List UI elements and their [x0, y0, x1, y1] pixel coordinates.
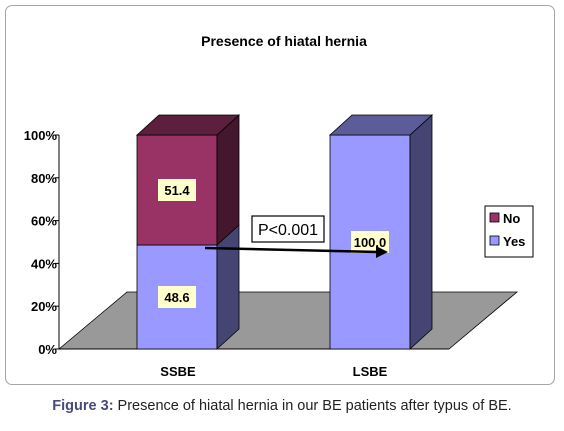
data-label-lsbe-yes: 100.0 — [354, 235, 387, 250]
legend-swatch-no — [489, 212, 500, 223]
legend-label-no: No — [503, 211, 520, 226]
bar-side-lsbe-yes — [409, 114, 433, 350]
y-tick-label: 40% — [31, 256, 57, 271]
legend-swatch-yes — [489, 235, 500, 246]
data-label-bg — [158, 178, 196, 201]
y-tick-label: 100% — [24, 128, 58, 143]
p-value-text: P<0.001 — [258, 222, 318, 239]
data-label-bg — [351, 231, 389, 253]
caption-label: Figure 3: — [52, 398, 114, 414]
data-label-ssbe-no: 51.4 — [164, 183, 190, 198]
y-tick-label: 60% — [31, 214, 57, 229]
p-value-arrow-head — [376, 246, 388, 258]
chart-title: Presence of hiatal hernia — [201, 33, 367, 49]
bar-side-ssbe-no — [216, 114, 240, 246]
figure-caption: Figure 3: Presence of hiatal hernia in o… — [0, 398, 564, 414]
chart-floor — [57, 291, 519, 350]
y-tick-label: 20% — [31, 299, 57, 314]
p-value-arrow-line — [204, 246, 379, 254]
x-tick-label-lsbe: LSBE — [353, 364, 388, 379]
bar-side-ssbe-yes — [216, 224, 240, 350]
y-tick-label: 0% — [38, 342, 57, 357]
legend-label-yes: Yes — [503, 234, 525, 249]
bar-top-lsbe — [328, 114, 434, 136]
p-value-box — [251, 215, 325, 243]
data-label-bg — [158, 285, 196, 308]
data-label-ssbe-yes: 48.6 — [164, 290, 189, 305]
bar-top-ssbe — [135, 114, 241, 136]
legend: No Yes — [484, 205, 534, 258]
y-tick-label: 80% — [31, 171, 57, 186]
x-tick-label-ssbe: SSBE — [160, 364, 196, 379]
caption-text: Presence of hiatal hernia in our BE pati… — [113, 398, 512, 414]
